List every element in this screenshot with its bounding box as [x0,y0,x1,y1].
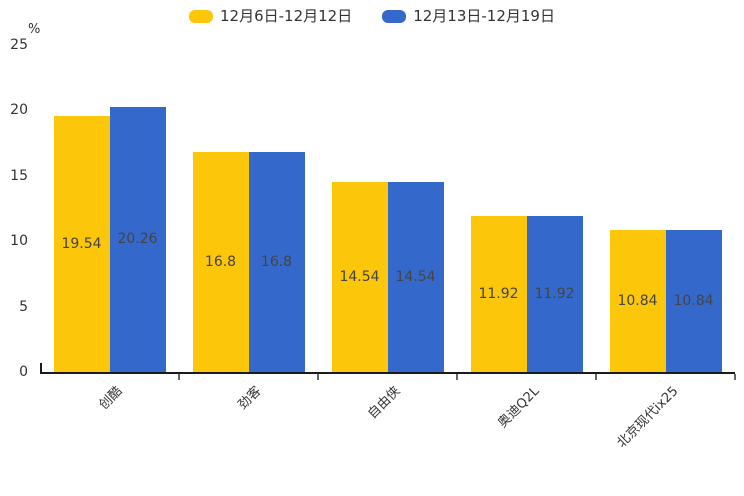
bar-series-0-创酷 [53,116,110,372]
x-axis-tick [178,374,180,380]
legend-item-series-1[interactable]: 12月13日-12月19日 [382,6,555,26]
legend-marker-icon [189,9,213,23]
y-tick-label: 15 [10,167,28,184]
x-axis-tick [595,374,597,380]
bar-series-1-奥迪Q2L [526,216,583,372]
bar-value-label: 14.54 [339,268,380,285]
bar-value-label: 20.26 [117,231,158,248]
bar-series-1-创酷 [109,106,166,372]
bar-value-label: 11.92 [534,286,575,303]
bar-series-0-劲客 [192,152,249,372]
bar-value-label: 14.54 [395,268,436,285]
legend: 12月6日-12月12日 12月13日-12月19日 [0,6,744,26]
x-axis-tick [317,374,319,380]
category-label-北京现代ix25: 北京现代ix25 [613,383,681,451]
bar-value-label: 11.92 [478,286,519,303]
y-tick-label: 20 [10,102,28,119]
bar-series-0-北京现代ix25 [609,230,666,372]
x-axis-line [40,372,735,374]
bar-value-label: 16.8 [260,254,293,271]
bar-value-label: 10.84 [617,293,658,310]
legend-label: 12月6日-12月12日 [220,7,353,25]
legend-label: 12月13日-12月19日 [413,7,555,25]
legend-item-series-0[interactable]: 12月6日-12月12日 [189,6,352,26]
bar-series-1-劲客 [248,152,305,372]
y-tick-label: 5 [19,298,28,315]
y-tick-label: 10 [10,233,28,250]
category-label-创酷: 创酷 [95,383,125,413]
legend-marker-icon [382,9,407,23]
bar-value-label: 10.84 [673,293,714,310]
x-axis-tick [456,374,458,380]
y-tick-label: 25 [10,37,28,53]
x-axis-start-tick [40,363,42,372]
bar-series-0-自由侠 [331,181,388,372]
y-axis-unit: % [28,22,41,37]
bar-value-label: 19.54 [61,236,102,253]
bar-series-0-奥迪Q2L [470,216,527,372]
category-label-奥迪Q2L: 奥迪Q2L [494,383,542,432]
category-label-自由侠: 自由侠 [364,383,403,423]
x-axis-tick [734,374,736,380]
y-tick-label: 0 [19,364,28,380]
bar-series-1-北京现代ix25 [665,230,722,372]
category-label-劲客: 劲客 [234,383,264,413]
bar-value-label: 16.8 [204,254,237,271]
bar-series-1-自由侠 [387,181,444,372]
